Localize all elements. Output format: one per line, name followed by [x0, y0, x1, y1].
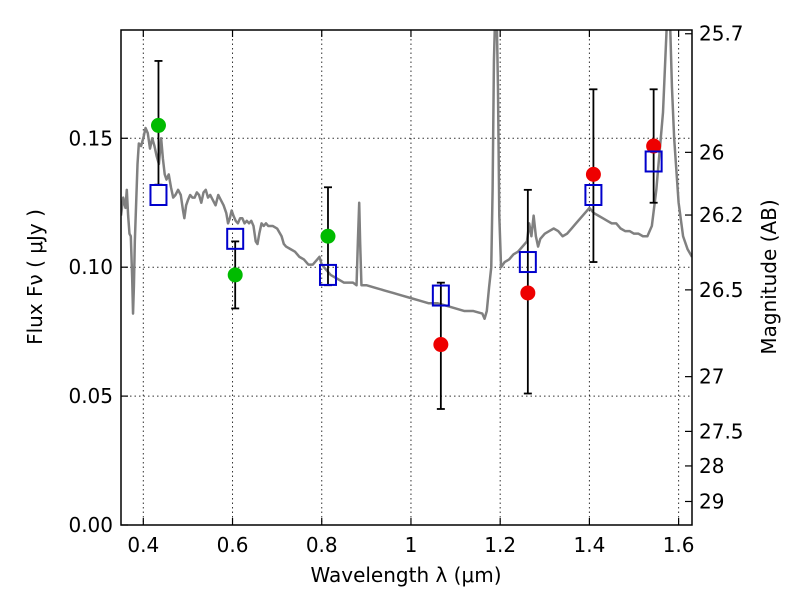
points-layer [149, 60, 663, 410]
right-tick-label: 28 [699, 454, 724, 478]
observed-flux-point [646, 138, 662, 154]
y-tick-label: 0.10 [68, 255, 113, 279]
right-tick-label: 26.5 [699, 278, 744, 302]
model-photometry-box [431, 284, 450, 307]
model-photometry-box [584, 184, 603, 206]
observed-flux-point [520, 285, 536, 301]
y-tick-label: 0.00 [68, 513, 113, 537]
right-axis-label: Magnitude (AB) [757, 199, 781, 354]
x-tick-label: 1.4 [573, 533, 605, 557]
right-tick-label: 26.2 [699, 203, 744, 227]
model-photometry-box [149, 184, 168, 206]
y-tick-label: 0.15 [68, 126, 113, 150]
model-photometry-box [318, 263, 337, 286]
model-photometry-box [518, 251, 537, 274]
x-tick-label: 0.4 [127, 533, 159, 557]
observed-flux-point [320, 228, 336, 244]
observed-flux-point [585, 166, 601, 182]
right-tick-label: 26 [699, 140, 724, 164]
x-tick-label: 1 [405, 533, 418, 557]
x-tick-label: 0.8 [306, 533, 338, 557]
right-tick-label: 29 [699, 489, 724, 513]
model-photometry-box [644, 150, 663, 173]
y-tick-label: 0.05 [68, 384, 113, 408]
x-axis-label: Wavelength λ (μm) [310, 563, 501, 587]
right-tick-label: 27 [699, 365, 724, 389]
plot-frame [120, 29, 693, 526]
model-photometry-box [226, 227, 245, 250]
y-axis-label: Flux Fν ( μJy ) [23, 209, 47, 345]
x-tick-label: 1.2 [484, 533, 516, 557]
observed-flux-point [150, 117, 166, 133]
observed-flux-point [433, 337, 449, 353]
tick-layer: 0.4 0.6 0.8 1 1.2 1.4 1.6 0.00 0.05 0.10 0.15 25.7 2… [68, 22, 743, 557]
x-tick-label: 0.6 [217, 533, 249, 557]
right-tick-label: 27.5 [699, 419, 744, 443]
right-tick-label: 25.7 [699, 22, 744, 46]
observed-flux-point [227, 267, 243, 283]
x-tick-label: 1.6 [663, 533, 695, 557]
